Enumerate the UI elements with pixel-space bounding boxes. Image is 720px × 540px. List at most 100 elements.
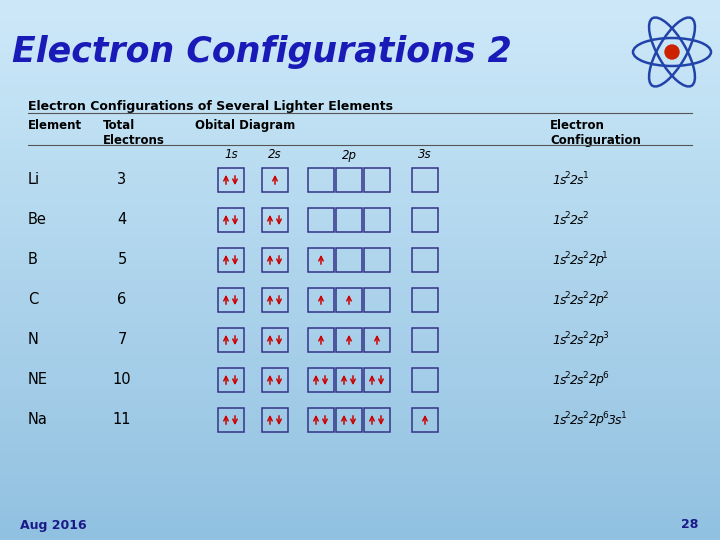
Text: 2s: 2s	[570, 334, 585, 347]
Text: C: C	[28, 293, 38, 307]
Text: 2s: 2s	[570, 374, 585, 387]
Text: 5: 5	[117, 253, 127, 267]
Bar	[262, 408, 288, 432]
Text: 2s: 2s	[570, 294, 585, 307]
Text: 2: 2	[582, 251, 588, 260]
Bar	[0, 184, 720, 194]
Bar	[218, 168, 244, 192]
Bar	[336, 208, 362, 232]
Bar	[364, 168, 390, 192]
Text: 2: 2	[602, 291, 608, 300]
Bar	[0, 248, 720, 259]
Bar	[0, 140, 720, 151]
Text: 2p: 2p	[589, 414, 605, 427]
Bar	[0, 0, 720, 11]
Bar	[364, 328, 390, 352]
Text: NE: NE	[28, 373, 48, 388]
Bar	[412, 288, 438, 312]
Bar	[0, 173, 720, 184]
Text: 2s: 2s	[570, 414, 585, 427]
Text: Electron Configurations of Several Lighter Elements: Electron Configurations of Several Light…	[28, 100, 393, 113]
Text: Electron Configurations 2: Electron Configurations 2	[12, 35, 512, 69]
Text: 11: 11	[113, 413, 131, 428]
Bar	[308, 408, 334, 432]
Bar	[0, 162, 720, 173]
Bar	[336, 408, 362, 432]
Bar	[0, 497, 720, 508]
Bar	[0, 22, 720, 32]
Bar	[0, 43, 720, 54]
Text: 1: 1	[621, 410, 626, 420]
Bar	[218, 328, 244, 352]
Bar	[0, 32, 720, 43]
Text: 2p: 2p	[341, 148, 356, 161]
Text: 2: 2	[582, 330, 588, 340]
Bar	[412, 408, 438, 432]
Bar	[218, 248, 244, 272]
Text: 6: 6	[602, 410, 608, 420]
Bar	[0, 194, 720, 205]
Text: 2: 2	[582, 291, 588, 300]
Bar	[0, 486, 720, 497]
Bar	[0, 302, 720, 313]
Text: 2: 2	[564, 410, 570, 420]
Text: Aug 2016: Aug 2016	[20, 518, 86, 531]
Bar	[262, 328, 288, 352]
Bar	[308, 168, 334, 192]
Text: 1: 1	[582, 171, 588, 179]
Text: 3s: 3s	[418, 148, 432, 161]
Bar	[0, 529, 720, 540]
Text: 2s: 2s	[268, 148, 282, 161]
Bar	[0, 259, 720, 270]
Bar	[218, 288, 244, 312]
Bar	[218, 208, 244, 232]
Text: 2: 2	[564, 171, 570, 179]
Text: 1s: 1s	[552, 253, 567, 267]
Bar	[0, 108, 720, 119]
Bar	[0, 292, 720, 302]
Text: Li: Li	[28, 172, 40, 187]
Bar	[0, 443, 720, 454]
Text: 2: 2	[564, 211, 570, 219]
Text: 4: 4	[117, 213, 127, 227]
Text: 10: 10	[113, 373, 131, 388]
Text: 1s: 1s	[552, 173, 567, 186]
Bar	[0, 119, 720, 130]
Bar	[0, 76, 720, 86]
Bar	[0, 518, 720, 529]
Bar	[0, 432, 720, 443]
Text: 1s: 1s	[224, 148, 238, 161]
Text: 6: 6	[602, 370, 608, 380]
Bar	[0, 475, 720, 486]
Bar	[336, 328, 362, 352]
Bar	[412, 328, 438, 352]
Bar	[364, 288, 390, 312]
Text: 2: 2	[564, 251, 570, 260]
Text: 1s: 1s	[552, 334, 567, 347]
Bar	[0, 227, 720, 238]
Bar	[308, 208, 334, 232]
Text: 2p: 2p	[589, 253, 605, 267]
Bar	[0, 151, 720, 162]
Bar	[308, 368, 334, 392]
Bar	[364, 248, 390, 272]
Text: 2: 2	[564, 291, 570, 300]
Bar	[308, 248, 334, 272]
Bar	[0, 335, 720, 346]
Text: 2: 2	[564, 370, 570, 380]
Text: 1s: 1s	[552, 213, 567, 226]
Text: 2: 2	[582, 211, 588, 219]
Bar	[0, 367, 720, 378]
Bar	[0, 205, 720, 216]
Bar	[364, 368, 390, 392]
Text: Na: Na	[28, 413, 48, 428]
Bar	[262, 368, 288, 392]
Text: 3: 3	[602, 330, 608, 340]
Bar	[218, 408, 244, 432]
Bar	[0, 378, 720, 389]
Bar	[364, 408, 390, 432]
Text: 2: 2	[582, 410, 588, 420]
Bar	[0, 410, 720, 421]
Bar	[0, 65, 720, 76]
Bar	[262, 288, 288, 312]
